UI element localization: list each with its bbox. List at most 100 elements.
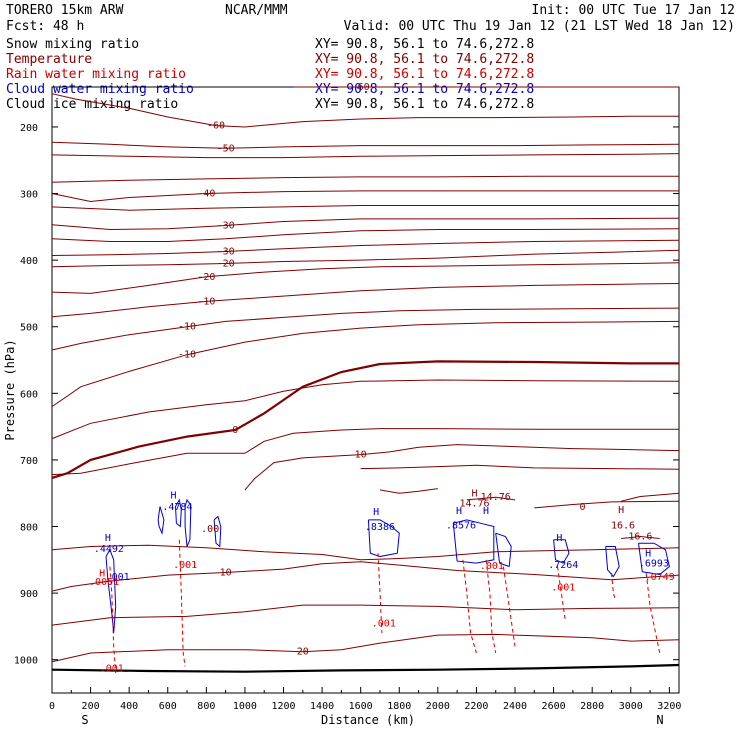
temperature-contour (51, 283, 680, 318)
cloud-water-contour (605, 546, 620, 578)
temperature-contour-label: 0 (232, 425, 238, 436)
temperature-contour-label: -10 (178, 322, 196, 333)
y-tick-label: 200 (20, 123, 38, 134)
rain-contour (109, 566, 117, 674)
rain-contour (462, 559, 477, 654)
axes: 0 200 400 600 800 1000 1200 1400 1600 1800 2000 220… (14, 123, 681, 712)
field-label: Temperature (6, 52, 92, 67)
x-tick-label: 400 (120, 701, 138, 712)
cloud-water-contour (184, 498, 192, 547)
rain-contour (485, 559, 497, 654)
field-xy: XY= 90.8, 56.1 to 74.6,272.8 (315, 97, 534, 112)
temperature-contour (51, 320, 680, 408)
temperature-contour-label: -30 (217, 221, 235, 232)
rain-contours (109, 539, 661, 674)
temperature-contour (360, 464, 680, 470)
ground-line (51, 663, 680, 673)
temperature-contour (51, 217, 680, 231)
x-tick-label: 1200 (271, 701, 295, 712)
north-label: N (656, 713, 663, 727)
temperature-contour-label: -60 (352, 82, 370, 93)
cloud-water-contour (213, 515, 222, 548)
cloud-water-contour (638, 542, 670, 576)
contour-annotation: .0051 (89, 577, 119, 588)
x-axis-label: Distance (km) (321, 713, 415, 727)
temperature-contour (51, 249, 680, 268)
contour-annotation: H (373, 507, 379, 518)
contour-annotation: .4784 (162, 502, 192, 513)
temperature-contour (51, 561, 680, 592)
temperature-contour (51, 307, 680, 351)
temperature-contour-label: -30 (217, 246, 235, 257)
contour-annotation: 14.76 (459, 499, 489, 510)
cloud-water-contours (105, 498, 670, 634)
temperature-contour-label: -50 (217, 143, 235, 154)
temperature-contour (51, 153, 680, 159)
y-axis-label: Pressure (hPa) (3, 339, 17, 440)
temperature-contour (51, 604, 680, 626)
init-time: Init: 00 UTC Tue 17 Jan 12 (532, 3, 736, 18)
institution-title: NCAR/MMM (225, 3, 288, 18)
x-tick-label: 0 (49, 701, 55, 712)
temperature-contour (51, 175, 679, 183)
field-label: Cloud ice mixing ratio (6, 97, 178, 112)
field-xy: XY= 90.8, 56.1 to 74.6,272.8 (315, 67, 534, 82)
contour-annotation: .4492 (94, 544, 124, 555)
contour-annotation: .001 (480, 561, 504, 572)
contour-annotation: H (471, 489, 477, 500)
temperature-contour (51, 205, 679, 211)
y-tick-label: 700 (20, 456, 38, 467)
cloud-water-contour (105, 548, 117, 634)
contour-annotation: H (556, 533, 562, 544)
y-tick-label: 800 (20, 523, 38, 534)
plot-frame (51, 86, 680, 694)
field-xy: XY= 90.8, 56.1 to 74.6,272.8 (315, 37, 534, 52)
valid-time: Valid: 00 UTC Thu 19 Jan 12 (21 LST Wed … (344, 19, 735, 34)
x-tick-label: 3000 (619, 701, 643, 712)
cloud-water-contour (175, 498, 182, 528)
temperature-contour (466, 496, 516, 501)
temperature-contour (244, 444, 680, 491)
temperature-contour (51, 190, 679, 203)
contour-annotation: .001 (372, 618, 396, 629)
contour-annotation: H (645, 548, 651, 559)
temperature-contour (51, 262, 680, 294)
contour-annotation: .001 (551, 582, 575, 593)
contour-annotation: .8386 (365, 522, 395, 533)
x-tick-label: 600 (159, 701, 177, 712)
temperature-contour-label: -10 (178, 350, 196, 361)
x-tick-label: 2600 (542, 701, 566, 712)
x-tick-label: 2400 (503, 701, 527, 712)
temperature-contour (51, 544, 680, 561)
model-title: TORERO 15km ARW (6, 3, 124, 18)
x-tick-label: 2000 (426, 701, 450, 712)
temperature-contour (51, 228, 680, 242)
cloud-water-contour (367, 519, 400, 558)
contour-annotation: .8576 (446, 521, 476, 532)
temperature-contour (534, 500, 680, 509)
field-legend: Snow mixing ratio XY= 90.8, 56.1 to 74.6,… (6, 37, 534, 112)
temperature-contour-label: -20 (217, 258, 235, 269)
temperature-contour-label: -60 (207, 121, 225, 132)
contour-annotation: H (105, 533, 111, 544)
temperature-contour-label: 10 (220, 567, 232, 578)
temperature-contours: -60-60-50-40-30-30-20-20-10-10-1001014.7… (51, 82, 680, 663)
temperature-contour (51, 633, 680, 663)
temperature-contour-label: 10 (355, 450, 367, 461)
forecast-hour: Fcst: 48 h (6, 19, 84, 34)
temperature-contour-label: -10 (197, 296, 215, 307)
cloud-water-contour (157, 506, 165, 536)
contour-annotation: 16.6 (611, 521, 635, 532)
contour-annotation: H (456, 506, 462, 517)
rain-contour (611, 573, 616, 600)
x-tick-label: 800 (197, 701, 215, 712)
cloud-water-contour (495, 532, 512, 568)
temperature-contour (51, 93, 679, 128)
contour-annotation: H (99, 568, 105, 579)
contour-annotation: .6993 (639, 558, 669, 569)
temperature-contour (620, 492, 680, 502)
temperature-contour-label: 16.6 (628, 532, 652, 543)
contour-annotation: H (483, 506, 489, 517)
temperature-contour-label: 20 (297, 647, 309, 658)
